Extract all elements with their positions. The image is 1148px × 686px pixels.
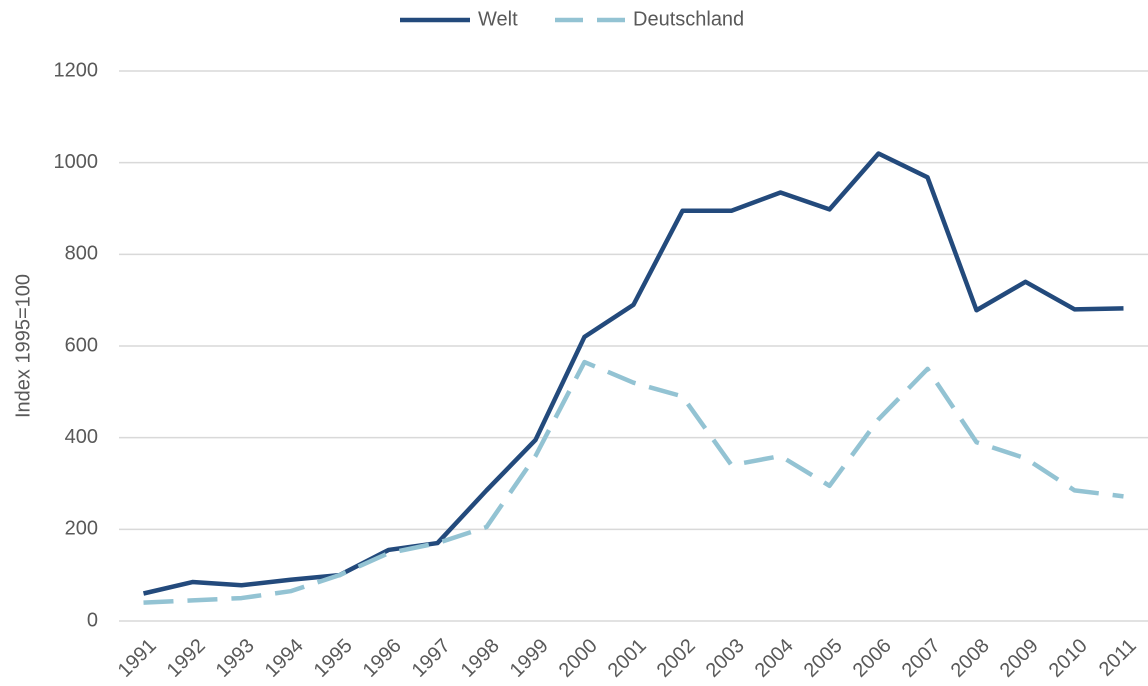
x-tick-label: 1992 [163, 635, 210, 682]
y-tick-label: 200 [65, 518, 98, 540]
x-tick-label: 2001 [604, 635, 651, 682]
y-tick-label: 600 [65, 334, 98, 356]
x-tick-label: 2000 [555, 635, 602, 682]
line-series [143, 359, 1124, 605]
x-tick-label: 2007 [898, 635, 945, 682]
legend-label: Deutschland [633, 8, 744, 30]
x-tick-label: 2005 [800, 635, 847, 682]
y-axis-label: Index 1995=100 [12, 274, 34, 418]
y-tick-label: 0 [87, 609, 98, 631]
x-tick-label: 1993 [212, 635, 259, 682]
x-tick-label: 2003 [702, 635, 749, 682]
x-tick-label: 1995 [310, 635, 357, 682]
line-series [142, 151, 1124, 596]
y-tick-label: 1200 [54, 59, 99, 81]
y-tick-label: 400 [65, 426, 98, 448]
y-tick-label: 800 [65, 243, 98, 265]
x-tick-label: 2006 [849, 635, 896, 682]
x-tick-label: 1994 [261, 635, 308, 682]
x-tick-label: 2011 [1095, 635, 1141, 681]
x-tick-label: 1996 [359, 635, 406, 682]
x-tick-label: 2002 [653, 635, 700, 682]
x-tick-label: 2009 [996, 635, 1043, 682]
x-tick-label: 2008 [947, 635, 994, 682]
y-tick-label: 1000 [54, 151, 99, 173]
x-tick-label: 1999 [506, 635, 553, 682]
x-tick-label: 2004 [751, 635, 798, 682]
x-tick-label: 1998 [457, 635, 504, 682]
legend-label: Welt [478, 8, 518, 30]
x-tick-label: 1991 [114, 635, 161, 682]
x-tick-label: 1997 [408, 635, 455, 682]
x-tick-label: 2010 [1045, 635, 1092, 682]
